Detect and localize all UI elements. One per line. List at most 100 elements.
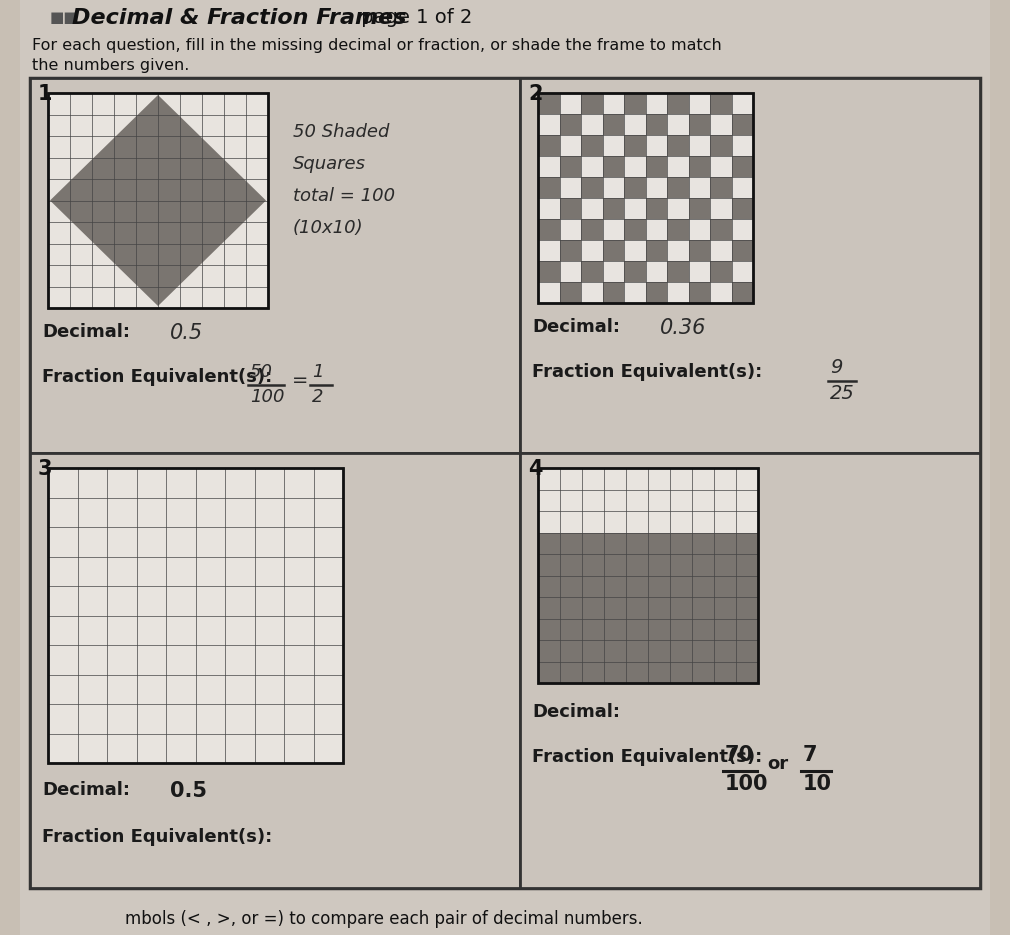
Bar [710, 240, 731, 261]
Bar [538, 156, 560, 177]
Bar [667, 177, 689, 198]
Bar [560, 282, 581, 303]
Bar [710, 282, 731, 303]
Text: Decimal:: Decimal: [42, 781, 130, 799]
Text: 0.5: 0.5 [170, 323, 203, 343]
Bar [581, 219, 603, 240]
Bar [604, 533, 626, 554]
Bar [30, 78, 520, 453]
Bar [538, 618, 560, 640]
Text: 100: 100 [725, 774, 769, 794]
Bar [581, 177, 603, 198]
Bar [48, 468, 343, 763]
Text: 7: 7 [803, 745, 817, 765]
Text: 2: 2 [312, 388, 323, 406]
Bar [670, 640, 692, 661]
Text: mbols (< , >, or =) to compare each pair of decimal numbers.: mbols (< , >, or =) to compare each pair… [125, 910, 642, 928]
Text: 50 Shaded: 50 Shaded [293, 123, 390, 141]
Bar [560, 198, 581, 219]
Bar [645, 93, 667, 114]
Text: =: = [292, 371, 308, 390]
Bar [582, 597, 604, 618]
Text: 1: 1 [312, 363, 323, 381]
Bar [48, 93, 268, 308]
Bar [710, 219, 731, 240]
Bar [624, 114, 645, 135]
Bar [538, 261, 560, 282]
Bar [645, 177, 667, 198]
Bar [582, 533, 604, 554]
Bar [624, 156, 645, 177]
Bar [560, 261, 581, 282]
Bar [689, 261, 710, 282]
Bar [604, 618, 626, 640]
Bar [710, 198, 731, 219]
Bar [645, 114, 667, 135]
Text: 1: 1 [38, 84, 53, 104]
Bar [624, 177, 645, 198]
Bar [648, 597, 670, 618]
Bar [645, 219, 667, 240]
Text: 3: 3 [38, 459, 53, 479]
Bar [30, 78, 980, 888]
Bar [582, 576, 604, 597]
Bar [692, 554, 714, 576]
Bar [689, 93, 710, 114]
Bar [736, 597, 758, 618]
Bar [538, 640, 560, 661]
Bar [603, 219, 624, 240]
Bar [560, 93, 581, 114]
Text: 70: 70 [725, 745, 754, 765]
Text: Squares: Squares [293, 155, 366, 173]
Bar [736, 554, 758, 576]
Text: Decimal & Fraction Frames: Decimal & Fraction Frames [72, 8, 406, 28]
Text: the numbers given.: the numbers given. [32, 58, 190, 73]
Bar [667, 156, 689, 177]
Bar [582, 640, 604, 661]
Bar [581, 93, 603, 114]
Text: ■■: ■■ [50, 10, 79, 25]
Bar [648, 618, 670, 640]
Bar [626, 661, 648, 683]
Bar [731, 156, 753, 177]
Bar [689, 156, 710, 177]
Bar [560, 156, 581, 177]
Bar [689, 282, 710, 303]
Bar [648, 554, 670, 576]
Bar [581, 198, 603, 219]
Bar [689, 219, 710, 240]
Bar [692, 533, 714, 554]
Bar [560, 576, 582, 597]
Bar [604, 661, 626, 683]
Bar [645, 135, 667, 156]
Text: Fraction Equivalent(s):: Fraction Equivalent(s): [532, 363, 763, 381]
Bar [689, 114, 710, 135]
Bar [538, 135, 560, 156]
Bar [689, 240, 710, 261]
Text: total = 100: total = 100 [293, 187, 395, 205]
Bar [538, 219, 560, 240]
Bar [520, 78, 980, 453]
Bar [689, 135, 710, 156]
Bar [710, 93, 731, 114]
Bar [48, 468, 343, 763]
Bar [538, 114, 560, 135]
Bar [667, 114, 689, 135]
Bar [560, 618, 582, 640]
Bar [714, 554, 736, 576]
Text: Decimal:: Decimal: [532, 318, 620, 336]
Bar [714, 576, 736, 597]
Bar [670, 618, 692, 640]
Bar [581, 261, 603, 282]
Bar [648, 640, 670, 661]
Bar [731, 114, 753, 135]
Bar [667, 219, 689, 240]
Bar [648, 661, 670, 683]
Bar [645, 240, 667, 261]
Text: Fraction Equivalent(s):: Fraction Equivalent(s): [42, 368, 273, 386]
Bar [604, 597, 626, 618]
Bar [670, 554, 692, 576]
Bar [670, 661, 692, 683]
Bar [692, 618, 714, 640]
Bar [603, 114, 624, 135]
